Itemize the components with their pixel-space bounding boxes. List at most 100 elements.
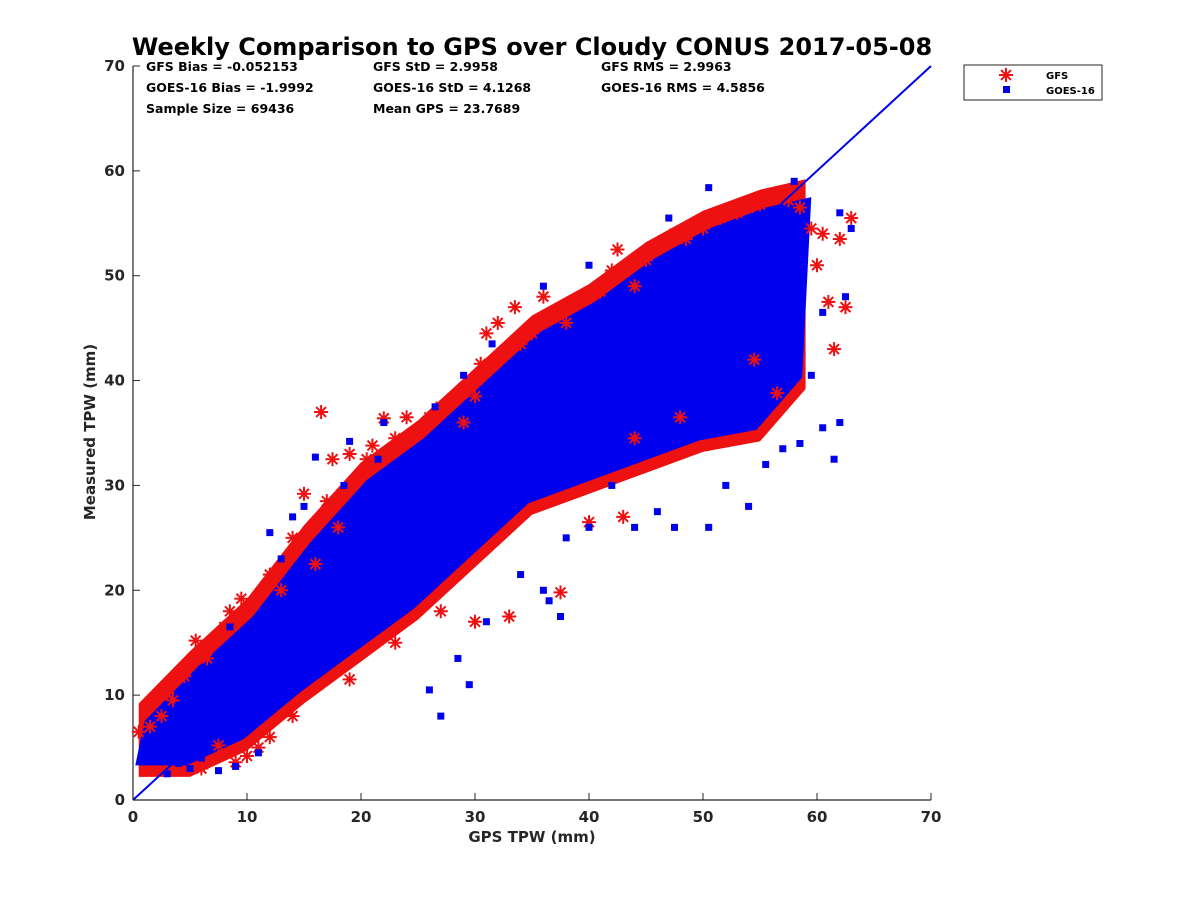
goes16-point [819, 424, 827, 432]
x-tick-label: 50 [693, 808, 714, 826]
legend-box [963, 64, 1103, 101]
goes16-point [277, 555, 285, 563]
legend-goes16-label: GOES-16 [1046, 86, 1095, 97]
gfs-point [445, 391, 460, 406]
goes16-point [653, 345, 661, 353]
gfs-point [211, 738, 226, 753]
point-cloud [135, 179, 812, 777]
stat-gfs-rms: GFS RMS = 2.9963 [601, 59, 732, 74]
gfs-point [131, 724, 146, 739]
gfs-point [188, 633, 203, 648]
y-tick-label: 50 [104, 267, 125, 285]
goes16-point [254, 749, 262, 757]
gfs-point [240, 748, 254, 763]
goes16-point [454, 654, 462, 662]
goes16-point [425, 481, 433, 489]
gfs-point [753, 197, 767, 212]
stat-goes16-std: GOES-16 StD = 4.1268 [373, 80, 531, 95]
gfs-point [262, 730, 277, 745]
gfs-point [325, 452, 340, 467]
goes16-point [334, 544, 342, 552]
goes16-point [562, 534, 570, 542]
gfs-point [792, 200, 807, 215]
goes16-point [562, 392, 570, 400]
stat-goes16-rms: GOES-16 RMS = 4.5856 [601, 80, 765, 95]
stat-gfs-std: GFS StD = 2.9958 [373, 59, 498, 74]
goes16-point [517, 571, 525, 579]
gfs-point [570, 294, 585, 309]
gfs-point [359, 452, 374, 467]
gfs-point [747, 352, 762, 367]
goes16-point [779, 445, 787, 453]
goes16-point [842, 293, 849, 301]
gfs-point [553, 585, 568, 600]
gfs-point [365, 438, 380, 453]
goes16-point [722, 335, 730, 343]
x-tick-label: 30 [465, 808, 486, 826]
gfs-point [678, 232, 693, 247]
stat-mean-gps: Mean GPS = 23.7689 [373, 101, 520, 116]
goes16-point [705, 523, 713, 531]
goes16-point [676, 361, 684, 369]
x-tick-label: 10 [237, 808, 258, 826]
gfs-point [650, 242, 665, 257]
gfs-point [810, 258, 824, 273]
gfs-point [770, 386, 785, 401]
goes16-point [836, 209, 844, 217]
gfs-point [200, 651, 215, 666]
gfs-point [610, 242, 625, 257]
x-axis-label: GPS TPW (mm) [468, 828, 595, 846]
goes16-point [722, 481, 730, 489]
y-axis-label: Measured TPW (mm) [81, 344, 99, 520]
goes16-point [539, 586, 547, 594]
gfs-point [502, 609, 517, 624]
goes16-point [779, 272, 787, 280]
gfs-point [342, 446, 357, 461]
gfs-point [262, 567, 277, 582]
gfs-point [468, 389, 482, 404]
gfs-point [308, 557, 323, 572]
gfs-point [781, 193, 796, 208]
y-tick-label: 40 [104, 372, 125, 390]
goes16-point [745, 502, 753, 510]
goes16-point [557, 613, 564, 620]
gfs-point [536, 289, 551, 304]
goes16-point [608, 481, 616, 489]
goes16-point [232, 762, 240, 770]
gfs-point [177, 669, 192, 684]
goes16-point [517, 419, 525, 427]
goes16-point [163, 770, 171, 778]
goes16-point [289, 597, 297, 605]
goes16-point [311, 453, 319, 461]
gfs-point [525, 326, 539, 341]
goes16-point [665, 214, 673, 222]
gfs-point [547, 305, 562, 320]
gfs-point [468, 614, 482, 629]
gfs-point [827, 342, 842, 357]
gfs-point [627, 431, 642, 446]
gfs-point [713, 211, 728, 226]
goes16-point [380, 518, 388, 526]
gfs-point [838, 300, 853, 315]
goes16-point [830, 455, 838, 463]
x-tick-label: 0 [128, 808, 138, 826]
data-points [131, 65, 932, 801]
goes16-point [346, 437, 354, 445]
goes16-point [186, 765, 194, 773]
gfs-point [804, 221, 819, 236]
gfs-point [160, 686, 175, 701]
gfs-point [616, 509, 631, 524]
gfs-point [314, 405, 329, 420]
x-tick-label: 70 [921, 808, 942, 826]
gfs-point [297, 486, 311, 501]
stat-gfs-bias: GFS Bias = -0.052153 [146, 59, 298, 74]
goes16-point [631, 523, 639, 531]
goes16-point [471, 450, 479, 458]
goes16-point [437, 712, 445, 720]
gfs-point [274, 583, 289, 598]
goes16-point [705, 184, 713, 192]
gfs-point [559, 315, 574, 330]
goes16-point [226, 623, 234, 631]
legend: GFS GOES-16 [963, 64, 1103, 101]
